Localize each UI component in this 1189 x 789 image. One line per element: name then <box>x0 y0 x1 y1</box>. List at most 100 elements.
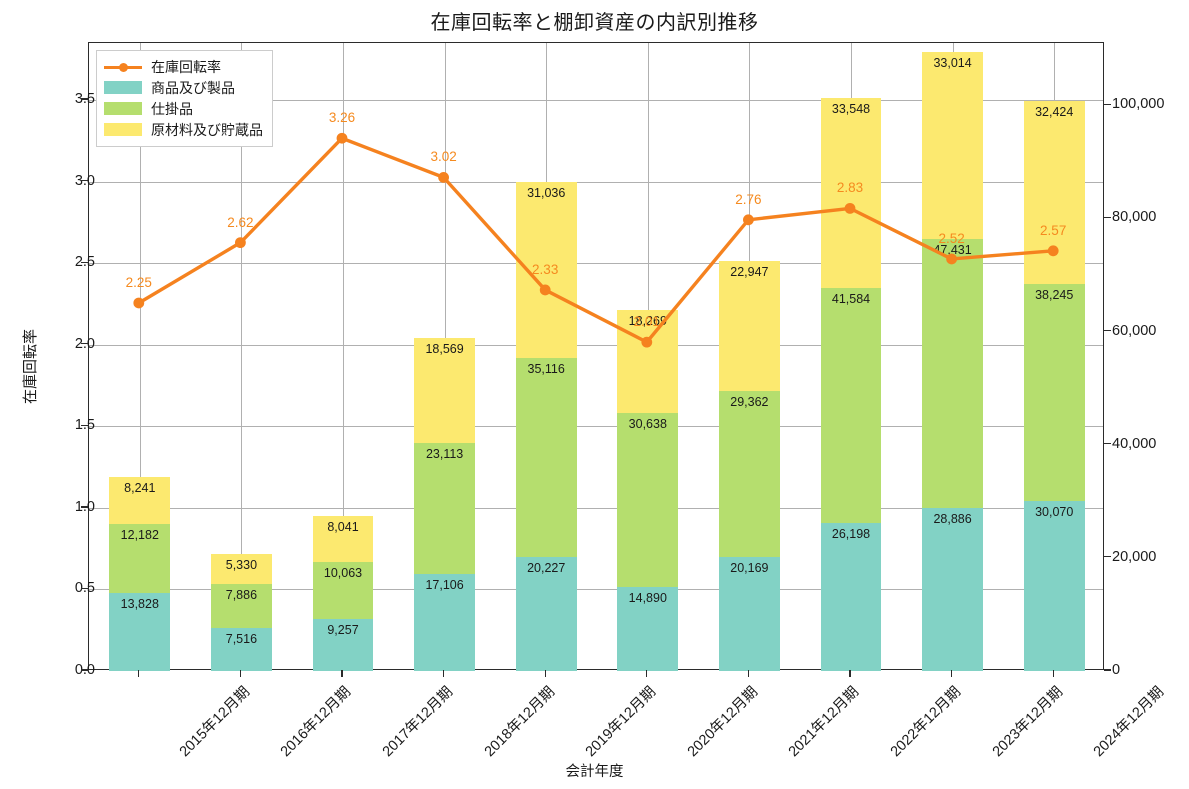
bar-segment-wip[interactable] <box>515 357 577 557</box>
y-axis-tick-right: 100,000 <box>1112 96 1165 113</box>
bar-segment-merchandise[interactable] <box>820 522 882 671</box>
bar-value-label: 30,638 <box>628 417 667 432</box>
x-axis-tick-label: 2021年12月期 <box>786 683 863 761</box>
x-tick-mark <box>442 670 445 677</box>
bar-segment-raw-materials[interactable] <box>922 52 984 240</box>
x-tick-mark <box>849 670 851 677</box>
bar-segment-wip[interactable] <box>820 287 882 523</box>
bar-segment-merchandise[interactable] <box>1023 500 1085 671</box>
turnover-value-label: 2.01 <box>633 314 660 330</box>
bar-segment-raw-materials[interactable] <box>414 338 476 444</box>
legend-label: 仕掛品 <box>151 100 193 117</box>
bar-value-label: 13,828 <box>120 596 159 611</box>
bar-segment-wip[interactable] <box>718 390 780 557</box>
x-axis-tick-label: 2015年12月期 <box>176 683 253 761</box>
turnover-value-label: 2.62 <box>227 214 254 230</box>
legend-item-turnover[interactable]: 在庫回転率 <box>104 56 263 77</box>
y-tick-mark-left <box>81 506 88 508</box>
x-axis-tick-label: 2016年12月期 <box>278 683 355 761</box>
bar-segment-wip[interactable] <box>617 413 679 587</box>
x-axis-tick-label: 2022年12月期 <box>887 683 965 761</box>
bar-segment-raw-materials[interactable] <box>210 553 272 584</box>
y-tick-mark-right <box>1104 216 1111 219</box>
bar-value-label: 41,584 <box>831 291 871 306</box>
bar-value-label: 30,070 <box>1035 504 1074 519</box>
swatch-icon <box>104 102 142 115</box>
x-tick-mark <box>950 670 953 677</box>
turnover-value-label: 3.02 <box>430 149 457 165</box>
bar-segment-wip[interactable] <box>414 443 476 575</box>
line-marker-icon <box>104 60 142 73</box>
y-tick-mark-right <box>1104 329 1111 332</box>
x-axis-tick-label: 2017年12月期 <box>379 683 457 761</box>
legend-item-wip[interactable]: 仕掛品 <box>104 98 263 119</box>
turnover-value-label: 2.76 <box>735 191 762 207</box>
bar-segment-wip[interactable] <box>1023 284 1085 501</box>
bar-segment-wip[interactable] <box>312 561 374 619</box>
legend-label: 在庫回転率 <box>151 58 221 75</box>
bar-value-label: 8,041 <box>327 520 359 535</box>
turnover-value-label: 2.57 <box>1040 222 1067 238</box>
bar-value-label: 31,036 <box>527 186 566 201</box>
bar-value-label: 18,569 <box>425 342 464 357</box>
x-tick-mark <box>544 670 546 677</box>
x-tick-mark <box>1052 670 1054 677</box>
turnover-value-label: 2.83 <box>836 180 864 196</box>
bar-segment-merchandise[interactable] <box>922 507 984 671</box>
bar-segment-wip[interactable] <box>922 239 984 508</box>
y-axis-tick-right: 40,000 <box>1112 435 1157 452</box>
turnover-value-label: 3.26 <box>328 110 356 126</box>
bar-value-label: 26,198 <box>831 526 871 541</box>
bar-segment-merchandise[interactable] <box>414 574 476 671</box>
y-tick-mark-left <box>81 261 88 263</box>
bar-segment-raw-materials[interactable] <box>718 260 780 391</box>
y-tick-mark-left <box>81 424 88 426</box>
bar-segment-raw-materials[interactable] <box>312 516 374 562</box>
bar-value-label: 23,113 <box>425 447 464 462</box>
bar-value-label: 29,362 <box>730 394 769 409</box>
bar-segment-wip[interactable] <box>109 523 171 593</box>
gridline-vertical <box>139 43 141 669</box>
x-axis-tick-label: 2023年12月期 <box>989 683 1066 761</box>
bar-segment-merchandise[interactable] <box>718 556 780 671</box>
legend-label: 商品及び製品 <box>151 79 235 96</box>
y-tick-mark-left <box>81 669 88 671</box>
bar-segment-merchandise[interactable] <box>210 628 272 671</box>
bar-value-label: 32,424 <box>1035 105 1074 120</box>
bar-value-label: 17,106 <box>425 578 464 593</box>
bar-segment-merchandise[interactable] <box>617 586 679 671</box>
x-tick-mark <box>747 670 750 677</box>
y-tick-mark-left <box>81 179 88 182</box>
y-tick-mark-right <box>1104 556 1111 558</box>
gridline-vertical <box>241 43 243 669</box>
bar-value-label: 10,063 <box>323 565 363 580</box>
legend-item-raw-materials[interactable]: 原材料及び貯蔵品 <box>104 119 263 140</box>
bar-segment-raw-materials[interactable] <box>109 477 171 524</box>
bar-value-label: 38,245 <box>1035 288 1074 303</box>
y-tick-mark-left <box>81 98 88 100</box>
bar-value-label: 7,516 <box>225 632 258 647</box>
bar-value-label: 12,182 <box>120 527 159 542</box>
x-tick-mark <box>341 670 343 677</box>
gridline-horizontal <box>89 100 1103 102</box>
bar-segment-merchandise[interactable] <box>109 592 171 671</box>
bar-value-label: 20,169 <box>730 560 769 575</box>
gridline-horizontal <box>89 344 1103 346</box>
legend-item-merchandise[interactable]: 商品及び製品 <box>104 77 263 98</box>
y-tick-mark-right <box>1104 103 1111 105</box>
bar-segment-wip[interactable] <box>210 583 272 629</box>
x-axis-tick-label: 2018年12月期 <box>481 683 558 761</box>
gridline-horizontal <box>89 589 1103 591</box>
bar-value-label: 33,548 <box>831 101 871 116</box>
page-title: 在庫回転率と棚卸資産の内訳別推移 <box>430 12 759 34</box>
bar-segment-raw-materials[interactable] <box>1023 101 1085 285</box>
y-axis-tick-right: 60,000 <box>1112 322 1157 339</box>
x-axis-label: 会計年度 <box>565 764 624 780</box>
turnover-value-label: 2.25 <box>125 274 152 290</box>
gridline-horizontal <box>89 507 1103 509</box>
y-tick-mark-left <box>81 343 88 345</box>
bar-segment-merchandise[interactable] <box>312 618 374 671</box>
bar-value-label: 5,330 <box>225 557 258 572</box>
x-axis-tick-label: 2020年12月期 <box>684 683 761 761</box>
bar-segment-merchandise[interactable] <box>515 556 577 671</box>
